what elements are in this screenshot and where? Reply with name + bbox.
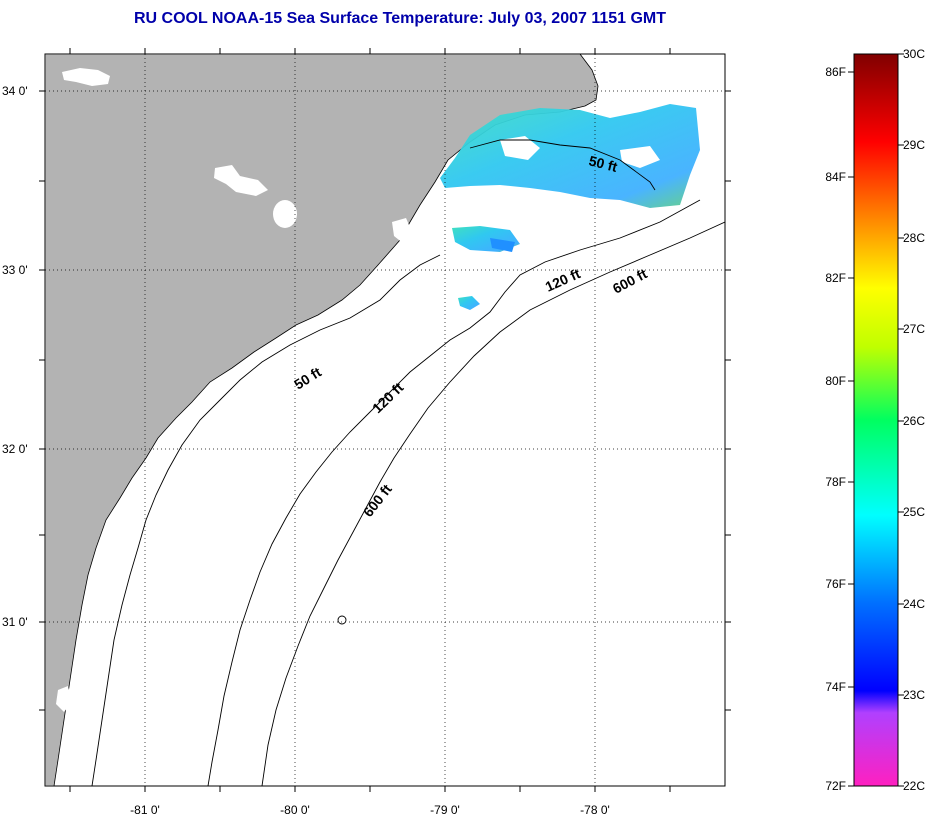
lat-label-34: 34 0' [2,84,28,98]
colorbar-f-86: 86F [825,65,846,79]
lon-label-81: -81 0' [130,803,160,817]
colorbar-c-30: 30C [903,47,925,61]
colorbar-f-76: 76F [825,577,846,591]
colorbar-c-26: 26C [903,414,925,428]
colorbar-c-23: 23C [903,688,925,702]
lon-label-80: -80 0' [280,803,310,817]
lon-label-78: -78 0' [580,803,610,817]
colorbar-c-28: 28C [903,231,925,245]
colorbar-f-84: 84F [825,170,846,184]
colorbar-f-82: 82F [825,271,846,285]
isobath-600ft [261,221,725,786]
colorbar-c-29: 29C [903,138,925,152]
colorbar-c-27: 27C [903,322,925,336]
colorbar-c-24: 24C [903,597,925,611]
lat-label-33: 33 0' [2,263,28,277]
colorbar-c-25: 25C [903,505,925,519]
colorbar-f-78: 78F [825,475,846,489]
isobath-50ft [91,139,656,786]
map-title: RU COOL NOAA-15 Sea Surface Temperature:… [133,10,667,27]
lon-label-79: -79 0' [430,803,460,817]
graticule [45,54,725,786]
colorbar-f-72: 72F [825,779,846,793]
colorbar [853,53,899,787]
isobath-120ft [207,199,701,786]
lat-label-31: 31 0' [2,615,28,629]
colorbar-f-74: 74F [825,680,846,694]
lat-label-32: 32 0' [2,442,28,456]
colorbar-f-80: 80F [825,374,846,388]
sst-swath [440,104,700,208]
colorbar-c-22: 22C [903,779,925,793]
